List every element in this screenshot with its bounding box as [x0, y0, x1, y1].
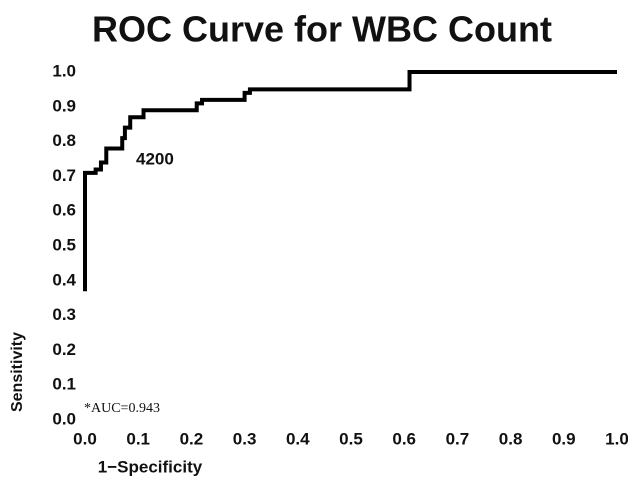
y-tick-label: 1.0	[52, 61, 76, 80]
y-tick-label: 0.4	[52, 270, 76, 289]
y-tick-label: 0.7	[52, 166, 76, 185]
annotation: *AUC=0.943	[84, 401, 160, 416]
x-tick-label: 0.9	[552, 429, 576, 448]
x-tick-label: 0.7	[446, 429, 470, 448]
y-tick-label: 0.5	[52, 235, 76, 254]
x-tick-label: 1.0	[605, 429, 628, 448]
x-tick-label: 0.1	[126, 429, 150, 448]
y-tick-label: 0.9	[52, 96, 76, 115]
x-tick-label: 0.6	[392, 429, 416, 448]
y-tick-label: 0.3	[52, 305, 76, 324]
y-tick-label: 0.1	[52, 375, 76, 394]
x-tick-label: 0.4	[286, 429, 310, 448]
annotation: 4200	[136, 149, 174, 168]
x-axis-title: 1−Specificity	[98, 457, 203, 476]
y-tick-label: 0.0	[52, 409, 76, 428]
y-tick-label: 0.2	[52, 340, 76, 359]
x-tick-label: 0.8	[499, 429, 523, 448]
x-tick-label: 0.5	[339, 429, 363, 448]
y-tick-label: 0.6	[52, 201, 76, 220]
x-tick-label: 0.3	[233, 429, 257, 448]
x-tick-label: 0.0	[73, 429, 97, 448]
y-tick-label: 0.8	[52, 131, 76, 150]
roc-line	[83, 70, 617, 292]
y-axis-title: Sensitivity	[9, 332, 26, 412]
x-tick-label: 0.2	[180, 429, 204, 448]
chart-title: ROC Curve for WBC Count	[92, 9, 552, 50]
